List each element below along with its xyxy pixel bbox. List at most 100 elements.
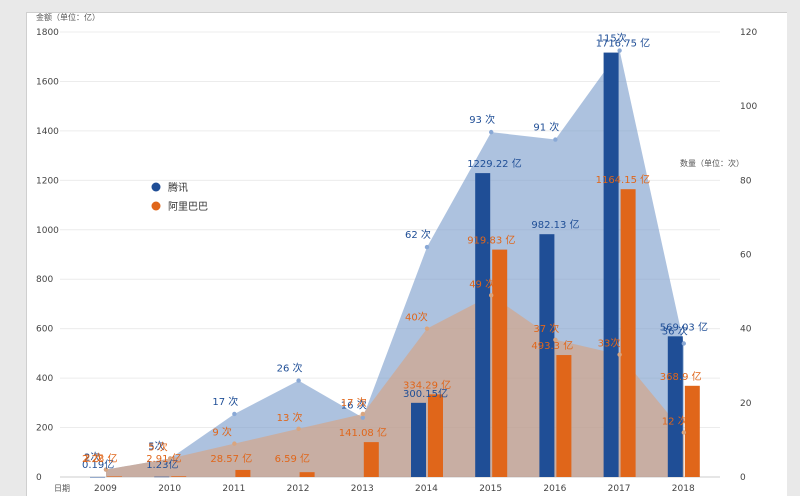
y-left-tick-label: 800 [36,275,53,285]
alibaba-amount-label: 1164.15 亿 [596,173,651,186]
tencent-count-point [424,244,430,250]
alibaba-count-point [103,467,109,472]
legend: 腾讯 阿里巴巴 [151,181,208,213]
y-right-axis-title: 数量（单位：次） [680,158,744,168]
alibaba-count-label: 17 次 [341,396,367,409]
y-left-tick-label: 400 [36,374,53,384]
tencent-bar [667,336,683,477]
y-left-tick-label: 600 [36,325,53,335]
legend-label-tencent: 腾讯 [168,181,188,194]
alibaba-amount-label: 334.29 亿 [403,378,451,391]
alibaba-count-point [360,411,365,417]
legend-marker-tencent [151,182,161,192]
tencent-count-point [553,137,558,142]
alibaba-count-label: 12 次 [662,415,688,428]
y-left-tick-label: 1800 [36,28,59,38]
tencent-count-label: 2次 [84,451,100,464]
y-left-tick-label: 0 [36,473,42,483]
tencent-count-label: 91 次 [533,121,559,134]
alibaba-count-point [424,326,430,331]
x-tick-label: 2012 [287,484,310,494]
tencent-amount-label: 1716.75 亿 [596,37,651,50]
alibaba-count-point [553,337,558,342]
alibaba-count-label: 40次 [405,311,428,324]
y-right-tick-label: 20 [740,399,752,409]
tencent-count-point [296,378,301,383]
x-tick-label: 2011 [222,484,245,494]
alibaba-count-label: 37 次 [533,322,559,335]
tencent-count-label: 62 次 [405,228,431,241]
y-left-tick-label: 1200 [36,176,59,186]
y-right-tick-label: 80 [740,176,752,186]
tencent-bar [154,476,170,478]
count-points [103,48,686,472]
alibaba-bar [556,355,572,477]
alibaba-count-label: 2 次 [84,452,104,465]
tencent-count-label: 36 次 [662,325,688,338]
axes: 金额（单位：亿） 数量（单位：次） 日期 0200400600800100012… [36,12,757,494]
x-tick-label: 2015 [479,484,502,494]
y-right-tick-label: 0 [740,473,746,483]
y-left-tick-label: 1400 [36,127,59,137]
alibaba-bar [171,476,187,477]
alibaba-count-point [232,441,237,446]
alibaba-count-label: 13 次 [277,411,303,424]
legend-label-alibaba: 阿里巴巴 [168,201,208,213]
tencent-count-point [489,129,494,135]
alibaba-bar [620,189,636,478]
tencent-amount-label: 982.13 亿 [531,218,579,231]
y-left-axis-title: 金额（单位：亿） [36,12,100,22]
alibaba-count-area [106,295,684,477]
tencent-amount-label: 300.15亿 [403,387,448,400]
alibaba-amount-label: 2.91 亿 [146,452,181,465]
y-right-tick-label: 40 [740,325,752,335]
data-labels: 2次 5次 17 次 26 次 16 次 62 次 93 次 91 次 115次 36 次 0.19… [82,32,708,471]
alibaba-amount-label: 2.28 亿 [82,452,117,465]
tencent-count-label: 17 次 [212,395,238,408]
x-tick-label: 2009 [94,484,117,494]
alibaba-count-point [489,293,494,298]
alibaba-amount-label: 919.83 亿 [467,234,515,247]
alibaba-bar [235,469,251,477]
alibaba-count-label: 33次 [598,337,621,350]
tencent-count-point [617,48,622,53]
tencent-bar [603,52,619,478]
alibaba-amount-label: 28.57 亿 [210,452,252,465]
tencent-count-label: 26 次 [277,362,303,375]
x-tick-label: 2014 [415,484,438,494]
alibaba-count-point [296,426,301,431]
alibaba-bar [684,385,700,477]
alibaba-bar [107,476,122,477]
y-left-tick-label: 1000 [36,226,59,236]
y-right-tick-label: 100 [740,102,757,112]
tencent-bar [411,402,426,477]
tencent-amount-label: 1229.22 亿 [467,157,522,170]
tencent-count-label: 93 次 [469,113,495,126]
tencent-amount-label: 0.19亿 [82,458,114,471]
alibaba-amount-label: 6.59 亿 [275,452,310,465]
alibaba-count-point [681,430,686,435]
bars [90,52,700,478]
tencent-amount-label: 1.23亿 [146,458,178,471]
tencent-bar [539,234,555,477]
y-right-tick-label: 60 [740,251,752,261]
alibaba-amount-label: 141.08 亿 [339,426,387,439]
alibaba-bar [428,394,443,477]
tencent-count-label: 16 次 [341,399,367,412]
alibaba-bar [492,249,508,477]
tencent-count-point [232,411,237,417]
alibaba-count-label: 9 次 [212,426,232,439]
tencent-count-label: 5次 [148,439,164,452]
x-tick-label: 2010 [158,484,181,494]
alibaba-count-label: 49 次 [469,277,495,290]
alibaba-amount-label: 368.9 亿 [660,370,702,383]
tencent-count-point [681,341,686,346]
tencent-bar [475,173,491,477]
y-right-tick-label: 120 [740,28,757,38]
alibaba-count-label: 5 次 [148,440,168,453]
alibaba-bar [363,442,379,477]
x-tick-label: 2013 [351,484,374,494]
y-left-tick-label: 200 [36,424,53,434]
